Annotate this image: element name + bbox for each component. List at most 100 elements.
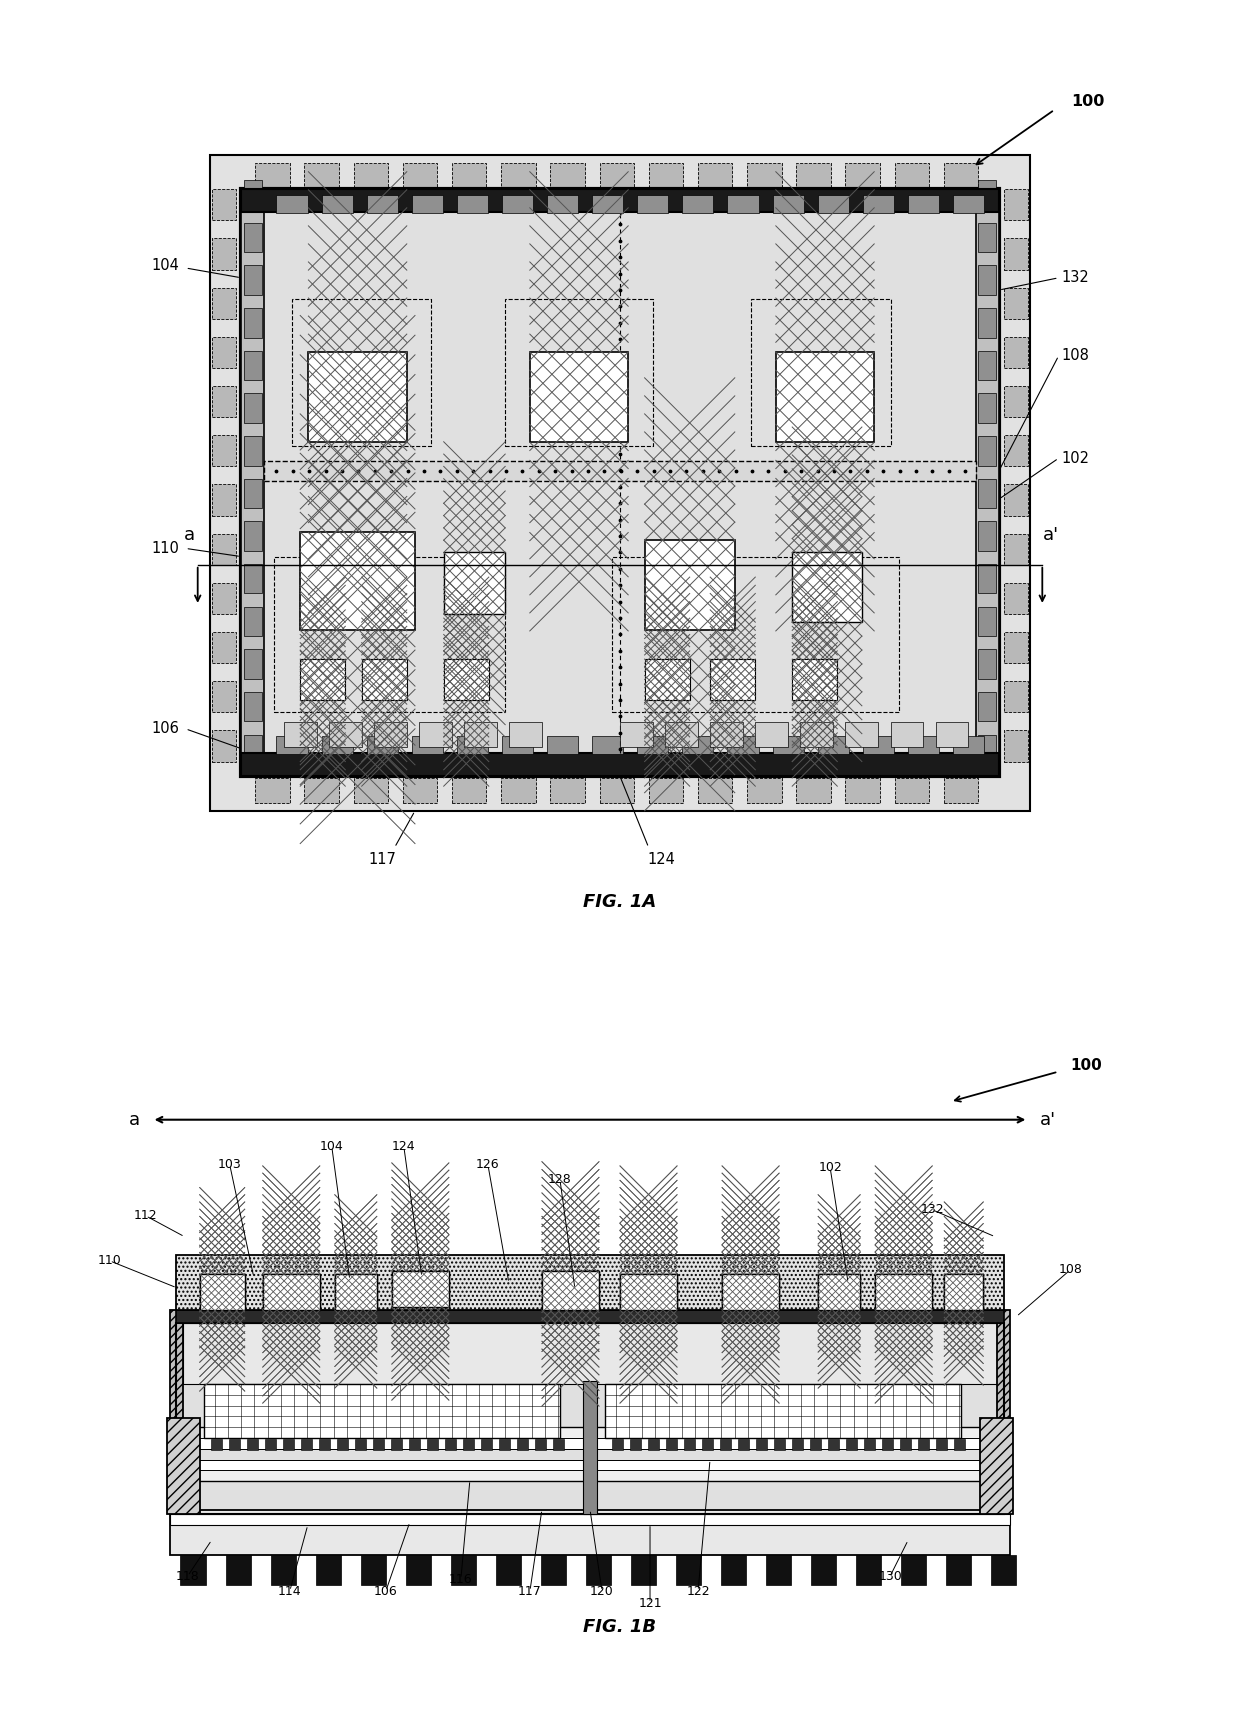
Bar bbox=[243, 735, 262, 765]
Bar bbox=[500, 1440, 510, 1450]
Text: 117: 117 bbox=[368, 852, 396, 868]
Bar bbox=[585, 1555, 611, 1584]
Bar bbox=[241, 754, 999, 777]
Bar bbox=[255, 778, 289, 802]
Bar bbox=[247, 1440, 258, 1450]
Bar bbox=[978, 522, 997, 551]
Text: 104: 104 bbox=[151, 258, 179, 274]
Bar bbox=[229, 1440, 239, 1450]
Text: 124: 124 bbox=[392, 1140, 415, 1154]
Bar bbox=[529, 351, 629, 443]
Bar bbox=[212, 386, 237, 417]
Bar bbox=[300, 532, 415, 630]
Bar bbox=[210, 155, 1030, 811]
Bar bbox=[243, 181, 262, 210]
Bar bbox=[170, 1310, 182, 1514]
Bar bbox=[450, 1555, 476, 1584]
Bar bbox=[501, 778, 536, 802]
Bar bbox=[353, 164, 388, 188]
Bar bbox=[611, 556, 899, 713]
Text: 124: 124 bbox=[647, 852, 675, 868]
Bar bbox=[212, 632, 237, 663]
Bar bbox=[243, 265, 262, 294]
Bar bbox=[952, 737, 985, 754]
Bar bbox=[212, 534, 237, 565]
Bar bbox=[846, 164, 880, 188]
Bar bbox=[863, 195, 894, 214]
Bar bbox=[277, 195, 308, 214]
Bar bbox=[900, 1440, 911, 1450]
Bar bbox=[428, 1440, 438, 1450]
Bar bbox=[856, 1555, 882, 1584]
Bar bbox=[243, 308, 262, 338]
Bar bbox=[746, 164, 781, 188]
Bar bbox=[649, 778, 683, 802]
Bar bbox=[456, 195, 489, 214]
Bar bbox=[698, 164, 733, 188]
Bar bbox=[649, 1440, 658, 1450]
Bar bbox=[1003, 386, 1028, 417]
Bar bbox=[367, 737, 398, 754]
Bar bbox=[620, 1274, 677, 1310]
Bar bbox=[319, 1440, 330, 1450]
Bar bbox=[335, 1274, 377, 1310]
Bar bbox=[502, 737, 533, 754]
Text: a': a' bbox=[1040, 1111, 1056, 1128]
Bar bbox=[720, 1555, 746, 1584]
Bar bbox=[212, 436, 237, 467]
Text: 116: 116 bbox=[449, 1572, 472, 1586]
Bar bbox=[212, 682, 237, 713]
Bar bbox=[502, 195, 533, 214]
Bar bbox=[728, 195, 759, 214]
Bar bbox=[496, 1555, 521, 1584]
Bar bbox=[243, 692, 262, 722]
Bar bbox=[722, 1274, 779, 1310]
Bar bbox=[304, 164, 339, 188]
Bar bbox=[182, 1448, 997, 1460]
Bar bbox=[684, 1440, 696, 1450]
Bar bbox=[304, 778, 339, 802]
Bar bbox=[181, 1555, 206, 1584]
Bar bbox=[212, 484, 237, 515]
Bar bbox=[605, 1384, 961, 1438]
Bar bbox=[620, 722, 652, 747]
Bar bbox=[362, 660, 407, 701]
Bar bbox=[212, 288, 237, 319]
Bar bbox=[776, 351, 874, 443]
Bar bbox=[210, 155, 1030, 811]
Bar bbox=[1003, 632, 1028, 663]
Text: 122: 122 bbox=[686, 1584, 709, 1598]
Bar bbox=[551, 164, 585, 188]
Bar bbox=[978, 735, 997, 765]
Bar bbox=[301, 1440, 312, 1450]
Bar bbox=[501, 164, 536, 188]
Bar bbox=[270, 1555, 296, 1584]
Text: 103: 103 bbox=[218, 1159, 242, 1171]
Bar bbox=[755, 722, 789, 747]
Bar bbox=[792, 1440, 804, 1450]
Bar bbox=[283, 1440, 294, 1450]
Bar bbox=[309, 351, 407, 443]
Bar bbox=[738, 1440, 749, 1450]
Bar bbox=[792, 660, 837, 701]
Bar bbox=[978, 479, 997, 508]
Bar bbox=[212, 238, 237, 270]
Bar bbox=[774, 1440, 785, 1450]
Bar bbox=[1003, 534, 1028, 565]
Bar bbox=[243, 191, 997, 775]
Text: 121: 121 bbox=[639, 1596, 662, 1610]
Bar bbox=[792, 553, 862, 622]
Text: 108: 108 bbox=[1059, 1264, 1083, 1276]
Bar bbox=[1003, 484, 1028, 515]
Bar bbox=[166, 1419, 200, 1514]
Bar bbox=[182, 1438, 997, 1448]
Bar bbox=[321, 195, 352, 214]
Bar bbox=[773, 195, 804, 214]
Text: 130: 130 bbox=[878, 1569, 901, 1583]
Bar bbox=[978, 181, 997, 210]
Bar bbox=[952, 195, 985, 214]
Bar bbox=[392, 1271, 449, 1307]
Bar bbox=[255, 164, 289, 188]
Bar bbox=[702, 1440, 713, 1450]
Bar bbox=[212, 730, 237, 761]
